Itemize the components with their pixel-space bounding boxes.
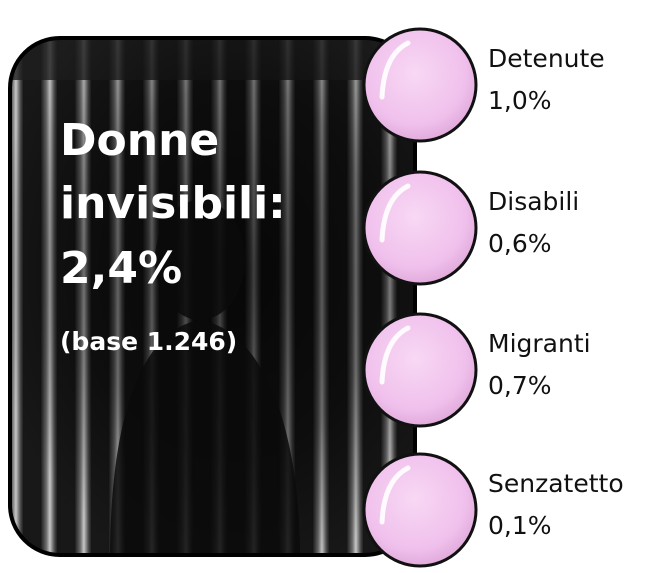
title-line: invisibili: <box>60 178 286 229</box>
item-label: Migranti <box>488 329 591 358</box>
base: (base 1.246) <box>60 327 237 356</box>
bubble-highlight <box>379 183 411 243</box>
item-label: Detenute <box>488 44 605 73</box>
title-line: Donne <box>60 115 219 166</box>
items: Detenute 1,0% Disabili 0,6% Migranti 0,7% Senz… <box>362 27 624 568</box>
title-line: 2,4% <box>60 243 182 294</box>
item-value: 1,0% <box>488 86 552 115</box>
item-value: 0,1% <box>488 511 552 540</box>
bubble-highlight <box>379 325 411 385</box>
silhouette-head <box>155 200 245 320</box>
item-value: 0,6% <box>488 229 552 258</box>
bubble-highlight <box>379 40 411 100</box>
photo-panel <box>10 38 415 555</box>
item-value: 0,7% <box>488 371 552 400</box>
panel-border <box>8 36 417 557</box>
item-label: Disabili <box>488 187 579 216</box>
bubble-highlight <box>379 465 411 525</box>
item-label: Senzatetto <box>488 469 624 498</box>
silhouette-body <box>110 320 300 555</box>
